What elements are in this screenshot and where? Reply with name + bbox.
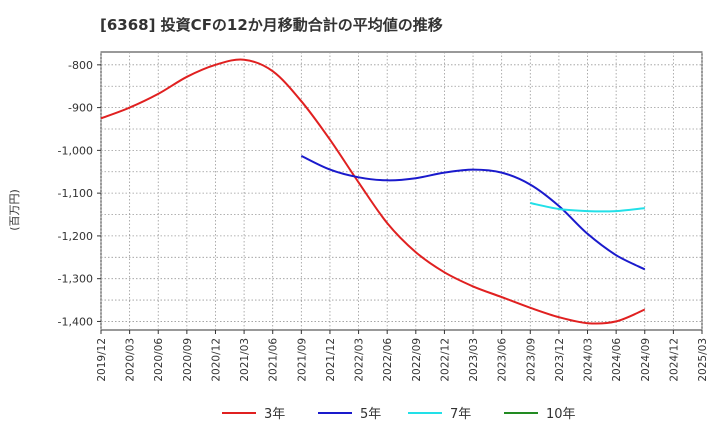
x-tick-label: 2021/09 [296,338,308,382]
x-tick-label: 2020/06 [153,338,165,382]
x-tick-label: 2019/12 [96,338,108,382]
series-line-3 [530,202,645,213]
legend-label-2: 5年 [360,407,381,422]
series-line-2 [300,154,646,271]
x-tick-label: 2025/03 [697,338,709,382]
chart-title: [6368] 投資CFの12か月移動合計の平均値の推移 [100,16,443,34]
x-tick-label: 2022/06 [382,338,394,382]
y-tick-label: -1,100 [58,187,93,200]
x-tick-label: 2024/06 [611,338,623,382]
grid-layer [100,52,703,330]
x-tick-label: 2022/03 [354,338,366,382]
legend-label-3: 7年 [450,407,471,422]
x-tick-label: 2023/09 [525,338,537,382]
y-tick-label: -1,400 [58,315,93,328]
x-tick-label: 2024/03 [583,338,595,382]
y-tick-label: -900 [68,102,93,115]
plot-frame [100,51,703,331]
y-tick-label: -1,200 [58,230,93,243]
x-tick-label: 2023/12 [554,338,566,382]
series-layer [100,58,646,325]
x-tick-label: 2022/09 [411,338,423,382]
legend-label-4: 10年 [546,407,576,422]
y-tick-label: -1,300 [58,273,93,286]
plot-area [100,51,703,331]
series-line-1 [100,58,646,325]
y-tick-label: -1,000 [58,144,93,157]
x-tick-label: 2022/12 [439,338,451,382]
axis-layer: -800-900-1,000-1,100-1,200-1,300-1,40020… [58,59,709,382]
x-tick-label: 2020/03 [125,338,137,382]
x-tick-label: 2024/12 [668,338,680,382]
x-tick-label: 2023/03 [468,338,480,382]
legend-label-1: 3年 [264,407,285,422]
x-tick-label: 2024/09 [640,338,652,382]
x-tick-label: 2021/06 [268,338,280,382]
x-tick-label: 2021/12 [325,338,337,382]
x-tick-label: 2020/12 [210,338,222,382]
x-tick-label: 2021/03 [239,338,251,382]
x-tick-label: 2020/09 [182,338,194,382]
y-axis-label: (百万円) [8,189,21,231]
x-tick-label: 2023/06 [497,338,509,382]
y-tick-label: -800 [68,59,93,72]
legend: 3年 5年 7年 10年 [222,407,576,422]
